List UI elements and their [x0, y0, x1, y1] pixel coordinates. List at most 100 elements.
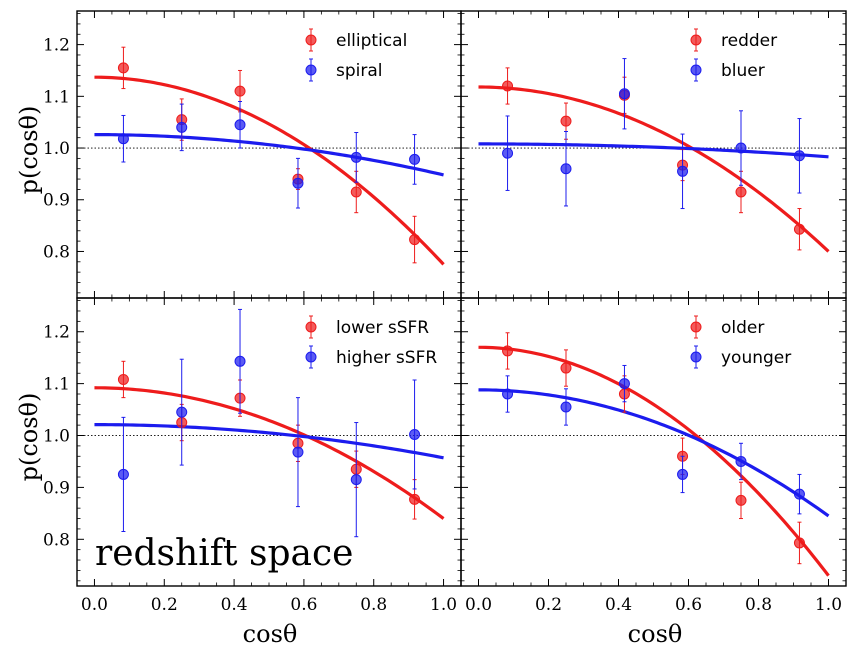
data-point-elliptical — [234, 85, 246, 97]
xlabel-right: cosθ — [628, 620, 683, 648]
legend-marker-lower-ssfr — [305, 321, 317, 333]
data-point-bluer — [618, 88, 630, 100]
y-tick-label: 1.0 — [43, 427, 70, 447]
legend-label-elliptical: elliptical — [336, 31, 407, 51]
data-point-spiral — [350, 151, 362, 163]
legend-marker-higher-ssfr — [305, 351, 317, 363]
data-point-spiral — [409, 153, 421, 165]
y-tick-label: 0.9 — [43, 478, 70, 498]
x-tick-label: 0.0 — [465, 595, 492, 615]
legend-label-spiral: spiral — [336, 61, 383, 81]
data-point-higher-ssfr — [409, 428, 421, 440]
data-point-redder — [735, 186, 747, 198]
legend-label-redder: redder — [721, 31, 777, 51]
legend-marker-spiral — [305, 64, 317, 76]
data-point-younger — [502, 388, 514, 400]
legend-label-lower-ssfr: lower sSFR — [336, 318, 429, 338]
y-tick-label: 1.0 — [43, 139, 70, 159]
fit-curve-spiral — [94, 132, 444, 177]
y-tick-label: 0.8 — [43, 530, 70, 550]
data-point-higher-ssfr — [176, 406, 188, 418]
panel-top-left: 0.8 0.9 1.0 1.1 1.2 elliptical spiral — [43, 10, 462, 299]
legend-marker-bluer — [690, 64, 702, 76]
data-point-higher-ssfr — [350, 474, 362, 486]
y-tick-label: 0.8 — [43, 242, 70, 262]
data-point-higher-ssfr — [292, 446, 304, 458]
data-point-spiral — [234, 119, 246, 131]
y-tick-label: 1.1 — [43, 375, 70, 395]
data-point-bluer — [502, 147, 514, 159]
fit-curve-bluer — [478, 142, 829, 159]
data-point-spiral — [292, 177, 304, 189]
panel-top-right: redder bluer — [460, 10, 847, 299]
fit-curve-lower-ssfr — [94, 386, 445, 520]
data-point-higher-ssfr — [234, 355, 246, 367]
data-point-bluer — [735, 142, 747, 154]
data-point-redder — [793, 223, 805, 235]
xlabel-left: cosθ — [243, 620, 298, 648]
panel-frame — [76, 10, 462, 299]
ylabel-top: p(cosθ) — [15, 106, 43, 195]
data-point-spiral — [176, 121, 188, 133]
x-tick-label: 0.2 — [151, 595, 178, 615]
y-tick-label: 0.9 — [43, 191, 70, 211]
data-point-younger — [677, 468, 689, 480]
x-tick-label: 1.0 — [430, 595, 457, 615]
fit-curves — [94, 386, 445, 520]
ylabel-bottom: p(cosθ) — [15, 393, 43, 482]
legend-label-older: older — [721, 318, 764, 338]
x-tick-label: 0.4 — [605, 595, 632, 615]
data-point-elliptical — [409, 234, 421, 246]
y-tick-label: 1.2 — [43, 36, 70, 56]
data-point-younger — [618, 378, 630, 390]
data-point-younger — [735, 455, 747, 467]
data-point-redder — [502, 80, 514, 92]
data-point-spiral — [117, 133, 129, 145]
data-point-older — [793, 537, 805, 549]
y-tick-label: 1.1 — [43, 87, 70, 107]
legend-marker-younger — [690, 351, 702, 363]
data-point-bluer — [793, 150, 805, 162]
legend-marker-older — [690, 321, 702, 333]
legend-label-bluer: bluer — [721, 61, 765, 81]
x-tick-label: 0.8 — [360, 595, 387, 615]
data-point-higher-ssfr — [117, 468, 129, 480]
legend-marker-redder — [690, 34, 702, 46]
x-tick-label: 0.6 — [290, 595, 317, 615]
data-point-bluer — [677, 165, 689, 177]
legend-label-younger: younger — [721, 348, 791, 368]
panel-frame — [460, 297, 847, 587]
fit-curve-higher-ssfr — [94, 423, 444, 460]
data-point-bluer — [560, 163, 572, 175]
fit-curve-older — [478, 345, 830, 577]
panel-bottom-left: 0.0 0.2 0.4 0.6 0.8 1.0 0.8 0.9 1.0 1.1 1.2 lower s… — [43, 297, 462, 615]
x-tick-label: 0.8 — [745, 595, 772, 615]
data-point-lower-ssfr — [117, 373, 129, 385]
data-point-older — [560, 362, 572, 374]
fit-curves — [478, 345, 830, 577]
data-point-lower-ssfr — [409, 493, 421, 505]
data-point-elliptical — [350, 186, 362, 198]
x-tick-label: 0.6 — [675, 595, 702, 615]
data-point-older — [502, 345, 514, 357]
x-tick-label: 0.0 — [81, 595, 108, 615]
panels: 0.8 0.9 1.0 1.1 1.2 elliptical spiral redder blu… — [43, 10, 847, 615]
redshift-space-annotation: redshift space — [95, 533, 353, 574]
data-point-younger — [793, 488, 805, 500]
fit-curve-younger — [478, 388, 830, 518]
x-tick-label: 0.2 — [535, 595, 562, 615]
x-tick-label: 0.4 — [221, 595, 248, 615]
fit-curve-elliptical — [94, 75, 445, 266]
fit-curves — [94, 75, 445, 266]
fit-curves — [478, 85, 830, 253]
data-point-redder — [560, 115, 572, 127]
fit-curve-redder — [478, 85, 830, 253]
data-point-elliptical — [117, 62, 129, 74]
panel-bottom-right: 0.0 0.2 0.4 0.6 0.8 1.0 older younger — [460, 297, 847, 615]
y-tick-label: 1.2 — [43, 323, 70, 343]
legend-label-higher-ssfr: higher sSFR — [336, 348, 437, 368]
data-point-older — [735, 494, 747, 506]
data-point-younger — [560, 401, 572, 413]
legend-marker-elliptical — [305, 34, 317, 46]
